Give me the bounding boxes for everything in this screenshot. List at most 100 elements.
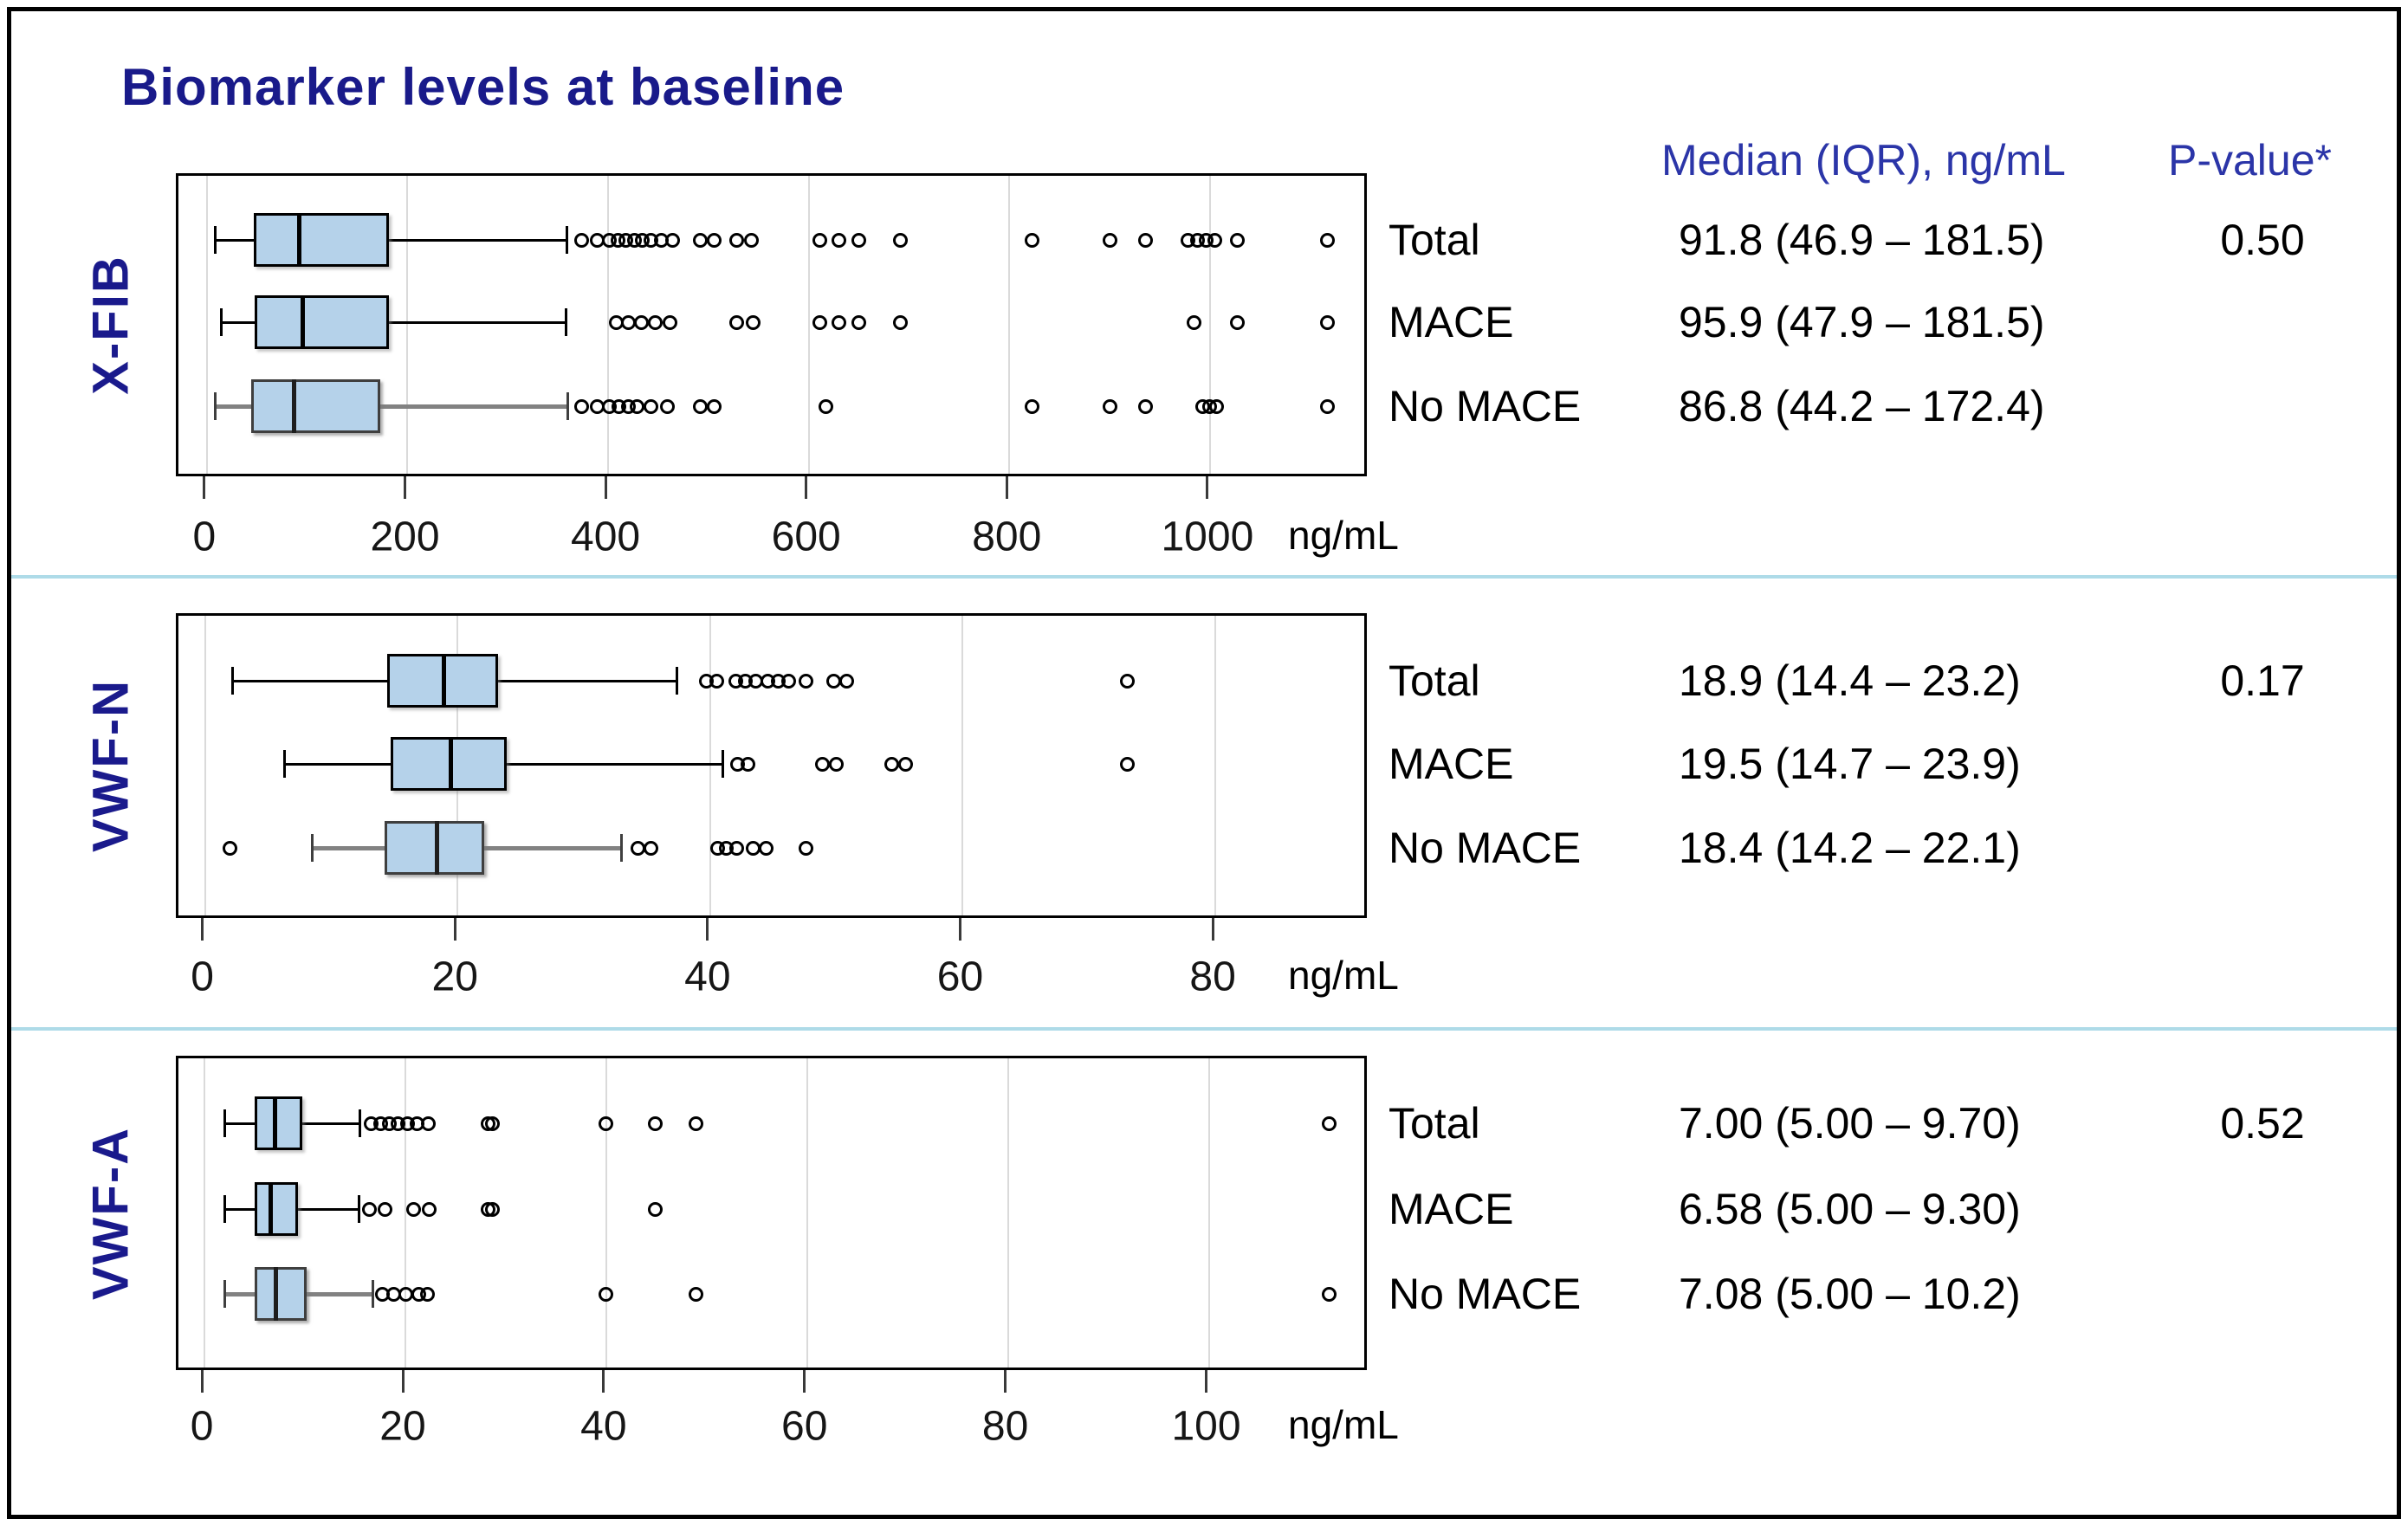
outlier-point	[1025, 398, 1040, 414]
outlier-point	[898, 756, 914, 772]
whisker-cap	[620, 834, 624, 862]
gridline	[807, 176, 810, 474]
median-iqr-value: 18.9 (14.4 – 23.2)	[1679, 656, 2021, 705]
axis-tick-label: 20	[431, 954, 478, 1000]
whisker-line	[215, 404, 568, 409]
outlier-point	[633, 314, 649, 330]
outlier-point	[648, 1201, 663, 1217]
gridline	[406, 176, 409, 474]
whisker-cap	[223, 1195, 226, 1223]
whisker-line	[221, 320, 566, 324]
axis-tick	[602, 1370, 605, 1393]
axis-tick-label: 40	[580, 1403, 627, 1450]
median-line	[441, 654, 446, 708]
axis-tick-label: 80	[1189, 954, 1236, 1000]
outlier-point	[1229, 314, 1245, 330]
axis-tick	[1005, 476, 1008, 499]
group-label: Total	[1388, 656, 1480, 705]
outlier-point	[780, 673, 796, 689]
outlier-point	[1322, 1286, 1337, 1302]
whisker-cap	[676, 667, 679, 695]
median-line	[435, 821, 440, 875]
gridline	[709, 616, 711, 915]
median-line	[296, 213, 301, 267]
outlier-point	[744, 232, 760, 248]
outlier-point	[1138, 232, 1154, 248]
outlier-point	[728, 232, 744, 248]
whisker-cap	[219, 308, 223, 336]
axis-tick	[706, 918, 709, 941]
outlier-point	[421, 1115, 437, 1131]
outlier-point	[643, 840, 658, 856]
median-iqr-value: 7.08 (5.00 – 10.2)	[1679, 1270, 2021, 1318]
outlier-point	[693, 398, 709, 414]
axis-tick	[200, 1370, 204, 1393]
outlier-point	[829, 756, 845, 772]
axis-tick-label: 600	[771, 514, 841, 560]
axis-tick-label: 60	[936, 954, 984, 1000]
y-axis-label-vwf-n: VWF-N	[82, 678, 139, 853]
median-iqr-value: 19.5 (14.7 – 23.9)	[1679, 740, 2021, 788]
gridline	[405, 1058, 406, 1368]
median-iqr-value: 6.58 (5.00 – 9.30)	[1679, 1185, 2021, 1233]
median-line	[449, 737, 454, 791]
axis-tick	[803, 1370, 806, 1393]
axis-unit-label: ng/mL	[1288, 512, 1399, 558]
iqr-box	[384, 821, 484, 875]
outlier-point	[831, 314, 846, 330]
axis-tick	[1205, 1370, 1207, 1393]
axis-tick-label: 40	[684, 954, 731, 1000]
outlier-point	[630, 398, 645, 414]
outlier-point	[1319, 398, 1335, 414]
median-line	[268, 1182, 273, 1236]
outlier-point	[648, 314, 663, 330]
outlier-point	[648, 1115, 663, 1131]
axis-tick	[403, 476, 406, 499]
gridline	[205, 176, 208, 474]
y-axis-label-vwf-a: VWF-A	[82, 1126, 139, 1300]
median-line	[291, 379, 296, 433]
axis-tick-label: 200	[370, 514, 440, 560]
outlier-point	[688, 1286, 703, 1302]
iqr-box	[255, 1182, 298, 1236]
outlier-point	[688, 1115, 703, 1131]
outlier-point	[892, 314, 908, 330]
iqr-box	[390, 737, 508, 791]
gridline	[961, 616, 964, 915]
column-header-median-iqr: Median (IQR), ng/mL	[1661, 136, 2066, 184]
outlier-point	[422, 1201, 437, 1217]
gridline	[1007, 1058, 1009, 1368]
gridline	[1214, 616, 1217, 915]
outlier-point	[728, 840, 744, 856]
outlier-point	[728, 314, 744, 330]
median-iqr-value: 91.8 (46.9 – 181.5)	[1679, 216, 2045, 264]
whisker-cap	[311, 834, 314, 862]
group-label: No MACE	[1388, 824, 1582, 872]
panel-separator	[11, 575, 2397, 579]
outlier-point	[1119, 756, 1135, 772]
iqr-box	[255, 1096, 302, 1150]
outlier-point	[1186, 314, 1201, 330]
outlier-point	[707, 232, 722, 248]
iqr-box	[255, 295, 390, 349]
axis-tick	[453, 918, 456, 941]
outlier-point	[664, 232, 680, 248]
whisker-cap	[564, 308, 567, 336]
outlier-point	[398, 1286, 413, 1302]
outlier-point	[1229, 232, 1245, 248]
outlier-point	[812, 232, 827, 248]
outlier-point	[1119, 673, 1135, 689]
median-iqr-value: 95.9 (47.9 – 181.5)	[1679, 298, 2045, 346]
whisker-cap	[359, 1109, 362, 1137]
outlier-point	[884, 756, 900, 772]
outlier-point	[644, 398, 659, 414]
whisker-cap	[223, 1109, 226, 1137]
whisker-cap	[721, 750, 724, 778]
outlier-point	[851, 314, 867, 330]
outlier-point	[599, 1286, 614, 1302]
outlier-point	[831, 232, 846, 248]
whisker-cap	[231, 667, 235, 695]
gridline	[806, 1058, 808, 1368]
pvalue: 0.52	[2220, 1099, 2305, 1148]
outlier-point	[405, 1201, 421, 1217]
